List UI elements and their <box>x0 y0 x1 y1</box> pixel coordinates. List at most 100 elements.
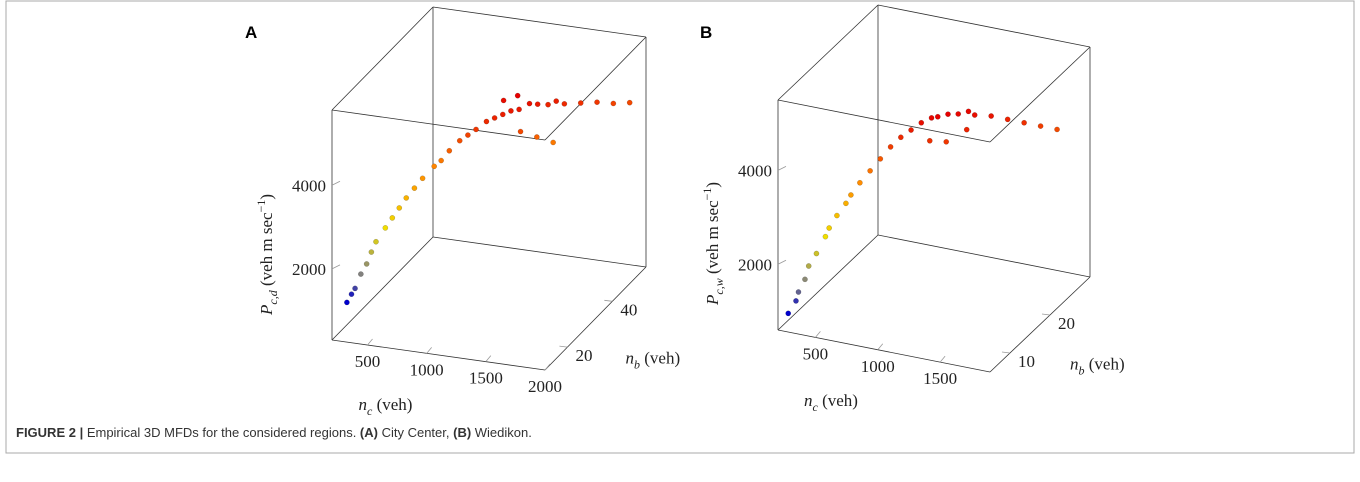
data-point <box>1054 126 1060 133</box>
y-tick <box>559 345 568 348</box>
data-point <box>517 128 524 135</box>
caption-b: (B) <box>453 425 471 440</box>
z-tick <box>777 259 787 265</box>
data-point <box>473 126 479 133</box>
data-point <box>802 276 808 283</box>
x-tick-label: 500 <box>355 352 381 371</box>
data-point <box>348 291 355 297</box>
data-point <box>785 310 792 317</box>
data-point <box>610 100 617 107</box>
data-point <box>1004 116 1011 123</box>
data-point <box>373 238 379 245</box>
z-tick-label: 2000 <box>292 260 326 279</box>
box-edge <box>432 6 647 38</box>
data-point <box>795 289 802 295</box>
x-tick <box>544 363 551 371</box>
data-point <box>389 215 396 221</box>
data-point <box>446 147 453 154</box>
z-tick-label: 2000 <box>738 255 772 274</box>
box-edge <box>777 99 991 143</box>
data-point <box>594 99 600 105</box>
box-edge <box>432 236 647 268</box>
caption-b-text: Wiedikon. <box>471 425 532 440</box>
data-point <box>822 233 829 240</box>
data-point <box>514 92 521 99</box>
data-point <box>955 111 962 117</box>
label-close: ) <box>257 194 276 200</box>
data-point <box>491 115 498 121</box>
label-sub: c,d <box>266 289 280 304</box>
data-point <box>499 111 506 118</box>
label-symbol: P <box>257 305 276 316</box>
axis-label: Pc,w (veh m sec−1) <box>700 182 726 306</box>
data-point <box>465 132 471 138</box>
box-edge <box>877 234 1091 278</box>
z-tick <box>331 264 341 270</box>
data-point <box>918 119 925 126</box>
label-unit: (veh) <box>818 391 858 410</box>
data-point <box>396 205 403 211</box>
box-edge <box>331 236 434 341</box>
box-edge <box>777 4 879 101</box>
label-sub: b <box>1079 364 1085 378</box>
box-edge <box>331 109 546 141</box>
box-edge <box>989 276 1091 373</box>
y-tick-label: 20 <box>1058 314 1075 333</box>
x-tick <box>877 343 884 351</box>
box-edge <box>544 266 647 371</box>
data-point <box>363 261 370 267</box>
data-point <box>945 111 951 117</box>
data-point <box>867 167 873 174</box>
caption: FIGURE 2 | Empirical 3D MFDs for the con… <box>16 425 532 440</box>
caption-text: Empirical 3D MFDs for the considered reg… <box>83 425 360 440</box>
label-unit: (veh m sec <box>257 212 276 290</box>
box-edge <box>544 36 647 141</box>
label-symbol: n <box>1070 355 1079 374</box>
y-tick-label: 10 <box>1018 352 1035 371</box>
data-point <box>834 212 840 219</box>
axis-label: nb (veh) <box>626 349 681 372</box>
label-symbol: n <box>626 349 635 368</box>
z-tick-label: 4000 <box>292 176 326 195</box>
data-point <box>965 108 972 115</box>
x-tick-label: 1000 <box>410 360 444 379</box>
data-point <box>926 137 933 144</box>
data-point <box>848 192 854 198</box>
box-edge <box>777 329 991 373</box>
box-edge <box>989 46 1091 143</box>
x-tick-label: 500 <box>803 344 829 363</box>
label-sub: b <box>634 358 640 372</box>
data-point <box>813 250 820 257</box>
label-sup: −1 <box>700 188 714 201</box>
data-point <box>526 100 533 107</box>
data-point <box>344 299 350 306</box>
axis-label: nc (veh) <box>804 391 858 414</box>
data-point <box>943 138 950 145</box>
x-tick <box>426 347 432 354</box>
data-point <box>516 106 522 113</box>
data-point <box>500 97 507 104</box>
data-point <box>545 101 551 108</box>
x-tick <box>815 331 821 338</box>
label-sub: c,w <box>712 278 726 294</box>
x-tick-label: 2000 <box>528 377 562 396</box>
caption-a-text: City Center, <box>378 425 453 440</box>
label-unit: (veh m sec <box>703 200 722 278</box>
data-point <box>963 126 970 133</box>
data-point <box>877 156 884 162</box>
data-point <box>857 179 863 186</box>
label-sub: c <box>813 400 819 414</box>
label-symbol: P <box>703 295 722 306</box>
x-tick-label: 1500 <box>469 369 503 388</box>
label-symbol: n <box>359 395 368 414</box>
y-tick <box>1001 351 1011 354</box>
data-point <box>971 112 978 118</box>
data-point <box>534 101 541 108</box>
box-edge <box>877 4 1091 48</box>
caption-label: FIGURE 2 | <box>16 425 83 440</box>
y-tick <box>1041 313 1051 316</box>
box-edge <box>777 234 879 331</box>
y-tick-label: 40 <box>620 300 637 319</box>
data-point <box>898 134 904 141</box>
